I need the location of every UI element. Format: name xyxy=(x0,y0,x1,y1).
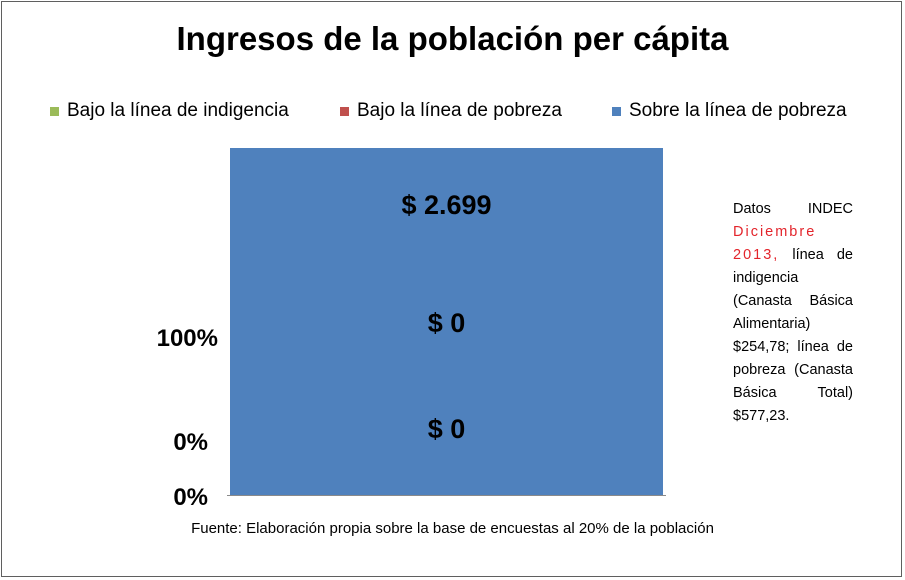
chart-title: Ingresos de la población per cápita xyxy=(176,20,729,57)
legend-item-indigencia: Bajo la línea de indigencia xyxy=(50,100,289,122)
legend-label-sobre-pobreza: Sobre la línea de pobreza xyxy=(629,100,847,121)
legend-label-indigencia: Bajo la línea de indigencia xyxy=(67,100,289,121)
note-prefix: Datos INDEC xyxy=(733,201,853,217)
data-label-2: $ 2.699 xyxy=(401,190,491,220)
bar-segment-2 xyxy=(230,148,663,495)
legend-item-pobreza: Bajo la línea de pobreza xyxy=(340,100,562,122)
note-text: línea de indigencia (Canasta Básica Alim… xyxy=(733,247,853,424)
indec-note: Datos INDEC Diciembre 2013, línea de ind… xyxy=(733,198,853,428)
note-highlight: Diciembre 2013, xyxy=(733,224,817,263)
legend-swatch-pobreza xyxy=(340,106,349,116)
y-tick-label-1: 0% xyxy=(173,429,208,456)
legend-item-sobre-pobreza: Sobre la línea de pobreza xyxy=(612,100,847,122)
legend-swatch-indigencia xyxy=(50,106,59,116)
data-label-1: $ 0 xyxy=(428,308,466,338)
source-note: Fuente: Elaboración propia sobre la base… xyxy=(191,520,714,537)
legend-label-pobreza: Bajo la línea de pobreza xyxy=(357,100,562,121)
legend-swatch-sobre-pobreza xyxy=(612,106,621,116)
data-label-0: $ 0 xyxy=(428,414,466,444)
y-tick-label-2: 100% xyxy=(157,325,218,352)
y-tick-label-0: 0% xyxy=(173,484,208,511)
